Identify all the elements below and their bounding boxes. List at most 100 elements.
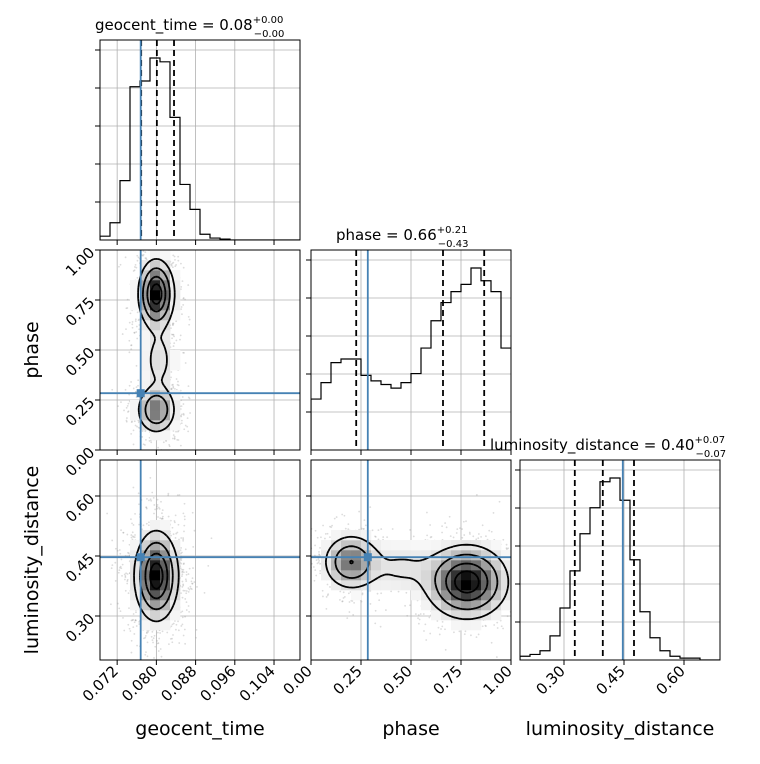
sample-point [177,259,180,262]
sample-point [170,327,172,330]
sample-point [177,380,179,383]
sample-point [176,383,179,386]
sample-point [349,591,352,593]
sample-point [361,592,364,595]
sample-point [160,518,163,520]
sample-point [170,263,173,266]
sample-point [166,631,169,634]
sample-point [181,571,184,573]
sample-point [436,620,439,622]
sample-point [377,529,380,532]
density-cell [140,340,151,351]
sample-point [127,551,129,554]
density-cell [441,590,452,601]
sample-point [517,610,519,612]
sample-point [174,628,177,631]
sample-point [127,623,130,626]
sample-point [382,536,385,538]
sample-point [177,384,180,387]
density-cell [471,620,482,631]
sample-point [136,425,138,428]
density-cell [160,400,171,411]
sample-point [127,592,130,595]
sample-point [128,351,131,354]
sample-point [186,425,189,428]
density-cell [341,580,352,591]
sample-point [162,441,165,444]
sample-point [171,526,174,529]
sample-point [161,630,164,633]
y-axis-label-luminosity_distance: luminosity_distance [21,466,43,655]
sample-point [132,387,135,390]
sample-point [130,381,132,383]
sample-point [136,276,139,279]
sample-point [158,637,161,640]
sample-point [171,323,174,326]
sample-point [515,572,517,574]
density-cell [130,590,141,601]
sample-point [441,620,444,623]
sample-point [137,384,139,387]
sample-point [405,591,408,594]
sample-point [328,536,331,539]
density-cell [160,320,171,331]
contour-level-2 [144,552,169,600]
density-cell [170,590,181,601]
sample-point [315,559,318,562]
density-cell [140,600,151,611]
sample-point [111,564,114,567]
sample-point [514,598,516,600]
sample-point [507,547,510,550]
density-cell [411,540,422,551]
sample-point [505,548,508,551]
sample-point [182,537,185,539]
density-cell [411,580,422,591]
sample-point [531,586,533,588]
density-cell [401,540,412,551]
sample-point [146,655,149,658]
sample-point [134,534,136,536]
sample-point [189,587,192,590]
sample-point [172,254,175,257]
sample-point [348,611,351,613]
density-cell [140,320,151,331]
sample-point [428,616,431,619]
density-cell [431,610,442,621]
density-cell [170,540,181,551]
density-cell [471,590,482,601]
sample-point [134,390,137,393]
sample-point [464,630,467,633]
density-cell [451,620,462,631]
sample-point [192,567,194,569]
sample-point [369,506,372,509]
sample-point [136,311,139,314]
sample-point [173,335,175,338]
x-tick-label-phase: 0.50 [379,662,415,698]
sample-point [147,245,149,247]
density-cell [501,550,511,561]
sample-point [144,634,147,637]
sample-point [329,586,331,588]
sample-point [455,532,458,534]
sample-point [188,567,191,570]
sample-point [134,320,137,323]
density-cell [170,610,181,621]
sample-point [172,385,175,388]
sample-point [417,614,420,616]
sample-point [119,263,122,266]
sample-point [496,621,499,624]
sample-point [182,583,185,586]
sample-point [172,634,174,636]
sample-point [175,430,177,433]
sample-point [468,531,471,534]
sample-point [118,549,121,551]
sample-point [131,522,133,525]
sample-point [318,551,320,553]
sample-point [319,570,322,572]
sample-point [124,589,127,592]
sample-point [130,651,133,654]
sample-point [161,517,164,520]
density-cell [160,360,171,371]
density-cell [170,390,181,401]
